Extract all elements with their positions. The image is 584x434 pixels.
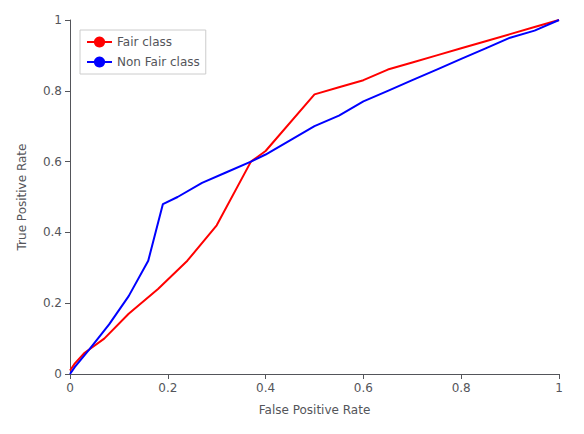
svg-text:True Positive Rate: True Positive Rate [15,144,29,252]
svg-text:0.2: 0.2 [43,296,62,310]
svg-text:0.4: 0.4 [43,225,62,239]
svg-text:Fair class: Fair class [117,35,172,49]
svg-text:0.4: 0.4 [256,381,275,395]
svg-text:0.6: 0.6 [43,155,62,169]
svg-text:1: 1 [54,13,62,27]
svg-text:Non Fair class: Non Fair class [117,55,200,69]
svg-text:0.8: 0.8 [452,381,471,395]
svg-text:0.6: 0.6 [354,381,373,395]
svg-text:0: 0 [54,367,62,381]
svg-text:False Positive Rate: False Positive Rate [259,403,371,417]
svg-text:1: 1 [555,381,563,395]
svg-text:0.8: 0.8 [43,84,62,98]
svg-text:0.2: 0.2 [158,381,177,395]
svg-text:0: 0 [66,381,74,395]
